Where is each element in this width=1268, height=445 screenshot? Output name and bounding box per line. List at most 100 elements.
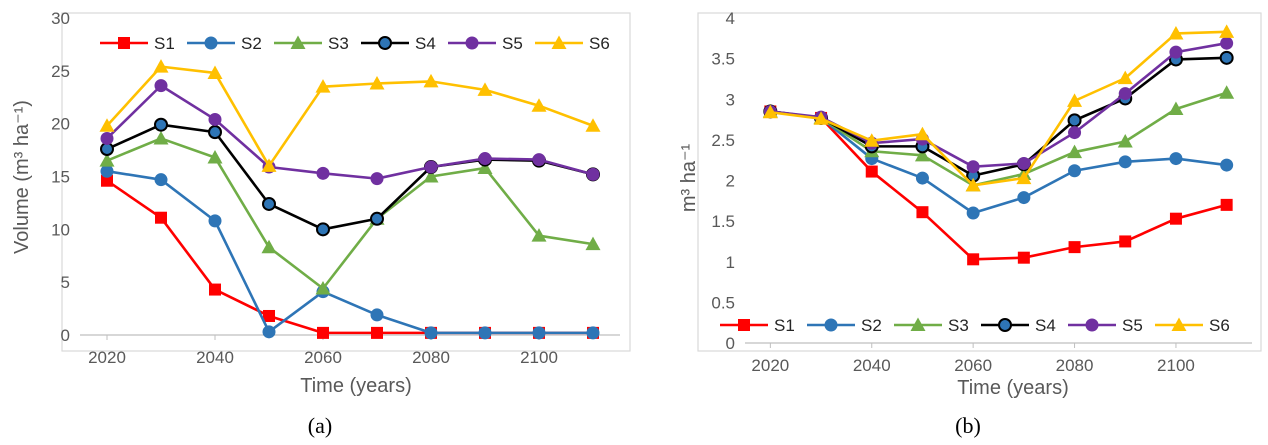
legend-label: S4 <box>1035 316 1056 335</box>
data-point-s6 <box>585 118 601 132</box>
data-point-s5 <box>1118 87 1132 101</box>
legend-label: S4 <box>415 34 436 53</box>
x-tick-label: 2100 <box>520 348 558 367</box>
data-point-s6 <box>261 158 277 172</box>
chart-area-border <box>697 12 1262 352</box>
legend-label: S2 <box>241 34 262 53</box>
data-point-s3 <box>153 130 169 145</box>
data-point-s2 <box>370 308 384 322</box>
y-tick-label: 0 <box>726 334 735 353</box>
data-point-s6 <box>813 111 829 125</box>
data-point-s6 <box>315 79 331 93</box>
y-tick-label: 2 <box>726 172 735 191</box>
legend-label: S5 <box>1122 316 1143 335</box>
series-line-s1 <box>106 179 593 335</box>
legend-marker-s2 <box>824 318 838 332</box>
data-point-s4 <box>1067 113 1082 128</box>
data-point-s1 <box>967 253 980 266</box>
y-tick-label: 15 <box>51 168 70 187</box>
data-point-s3 <box>1219 85 1235 99</box>
data-point-s5 <box>586 167 600 181</box>
series-line-s5 <box>106 84 594 180</box>
x-tick-label: 2040 <box>196 348 234 367</box>
legend-label: S1 <box>154 34 175 53</box>
y-tick-label: 30 <box>51 9 70 28</box>
data-point-s6 <box>531 98 547 112</box>
legend-marker-s3 <box>910 317 926 331</box>
legend-label: S3 <box>328 34 349 53</box>
data-point-s6 <box>1168 25 1184 40</box>
legend-label: S2 <box>861 316 882 335</box>
data-point-s5 <box>532 153 546 167</box>
y-tick-label: 10 <box>51 220 70 239</box>
legend-marker-s6 <box>551 35 567 49</box>
data-point-s4 <box>154 117 168 132</box>
data-point-s5 <box>1068 126 1082 140</box>
data-point-s6 <box>369 76 385 90</box>
data-point-s4 <box>1219 50 1234 65</box>
x-tick-label: 2100 <box>1157 356 1195 375</box>
legend-marker-s4 <box>378 36 392 50</box>
data-point-s2 <box>966 206 980 220</box>
data-point-s3 <box>315 281 331 295</box>
data-point-s5 <box>316 166 330 180</box>
legend-label: S6 <box>589 34 610 53</box>
data-point-s3 <box>1168 101 1184 115</box>
data-point-s6 <box>1219 24 1235 38</box>
data-point-s1 <box>916 206 929 219</box>
y-tick-label: 25 <box>51 62 70 81</box>
data-point-s2 <box>478 326 492 340</box>
legend-marker-s5 <box>1085 318 1099 332</box>
data-point-s5 <box>100 131 114 145</box>
x-tick-label: 2020 <box>88 348 126 367</box>
data-point-s1 <box>101 174 113 187</box>
y-tick-label: 1 <box>726 253 735 272</box>
panel-caption: (b) <box>955 413 981 438</box>
x-tick-label: 2040 <box>853 356 891 375</box>
y-tick-label: 0.5 <box>711 293 735 312</box>
legend-label: S6 <box>1209 316 1230 335</box>
legend-marker-s5 <box>465 36 479 50</box>
data-point-s6 <box>762 104 778 119</box>
y-tick-label: 3.5 <box>711 50 735 69</box>
data-point-s6 <box>99 118 115 132</box>
series-line-s2 <box>106 169 593 335</box>
data-point-s2 <box>1068 164 1082 178</box>
data-point-s4 <box>370 211 384 226</box>
data-point-s3 <box>1067 144 1083 159</box>
data-point-s6 <box>914 126 930 141</box>
data-point-s2 <box>154 173 168 187</box>
data-point-s2 <box>915 171 929 185</box>
data-point-s2 <box>262 325 276 339</box>
y-tick-label: 3 <box>726 90 735 109</box>
data-point-s6 <box>965 177 981 192</box>
data-point-s5 <box>1220 36 1234 50</box>
data-point-s1 <box>1017 251 1030 264</box>
series-line-s3 <box>770 91 1228 187</box>
data-point-s2 <box>208 214 222 228</box>
data-point-s2 <box>1017 191 1031 205</box>
series-line-s6 <box>106 65 594 168</box>
data-point-s1 <box>1068 241 1081 254</box>
data-point-s2 <box>1118 155 1132 169</box>
series-line-s6 <box>770 30 1227 187</box>
data-point-s6 <box>423 73 439 88</box>
series-line-s1 <box>770 110 1227 261</box>
data-point-s1 <box>155 211 167 224</box>
series-line-s2 <box>770 110 1227 215</box>
x-tick-label: 2060 <box>304 348 342 367</box>
panel-caption: (a) <box>308 413 332 438</box>
data-point-s3 <box>914 147 930 162</box>
data-point-s3 <box>585 236 601 251</box>
legend-marker-s4 <box>998 318 1012 332</box>
panel-a: 0 5 10 15 20 25 30 2020 2040 2060 2080 2100 Time (ye… <box>11 9 631 438</box>
x-tick-label: 2080 <box>1056 356 1094 375</box>
data-point-s6 <box>477 82 493 96</box>
data-point-s6 <box>207 65 223 79</box>
data-point-s4 <box>262 196 276 211</box>
data-point-s2 <box>424 326 438 340</box>
x-axis-title: Time (years) <box>300 375 411 397</box>
data-point-s2 <box>586 326 600 340</box>
data-point-s1 <box>1119 235 1132 248</box>
